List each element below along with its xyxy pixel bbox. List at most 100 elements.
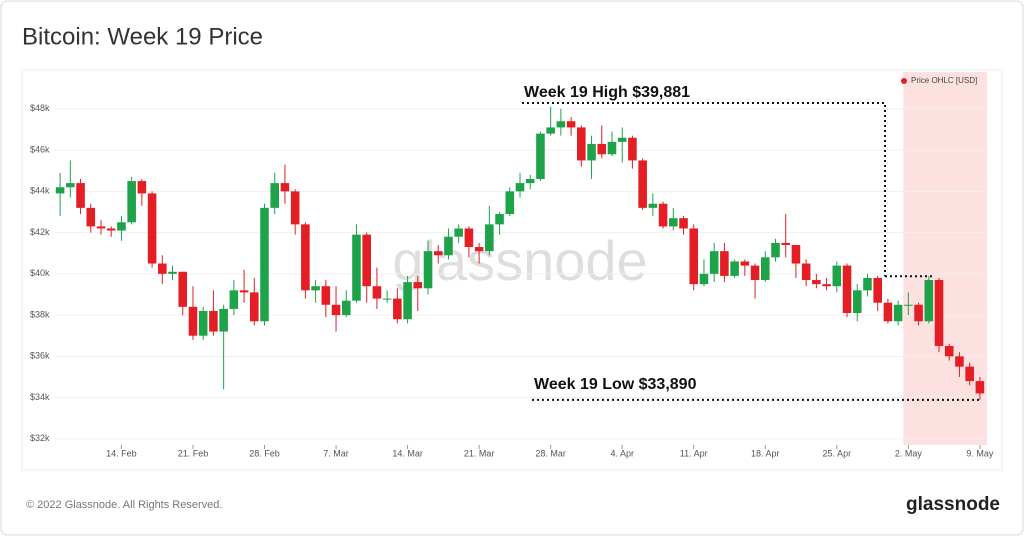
legend-label: Price OHLC [USD] (911, 76, 977, 85)
candle-body (158, 263, 167, 274)
candle-body (638, 160, 647, 208)
candle-body (106, 228, 116, 231)
candle-body (464, 228, 474, 248)
candle-body (587, 143, 596, 161)
candle-body (239, 290, 249, 293)
candle-body (249, 292, 259, 322)
candle-body (689, 228, 699, 285)
candle-body (352, 234, 361, 301)
candle-body (96, 226, 106, 229)
candle-body (403, 282, 412, 320)
x-tick-label: 28. Mar (535, 448, 566, 458)
candle-body (301, 224, 310, 291)
candle-body (965, 366, 974, 382)
candle-body (485, 224, 494, 252)
y-tick-label: $34k (30, 392, 50, 402)
candle-body (914, 304, 923, 322)
highlight-band (903, 72, 987, 445)
candle-body (66, 183, 75, 188)
candle-body (260, 207, 269, 322)
candle-body (617, 137, 627, 142)
candle-body (423, 251, 433, 289)
brand-logo: glassnode (906, 494, 1000, 515)
candle-body (720, 251, 729, 276)
legend-swatch (901, 78, 907, 84)
candle-body (76, 183, 85, 208)
candle-body (219, 308, 228, 332)
annotation-label: Week 19 Low $33,890 (534, 376, 697, 393)
candle-body (628, 137, 637, 161)
x-tick-label: 28. Feb (249, 448, 280, 458)
annotation-leader (522, 102, 886, 277)
candle-body (812, 280, 821, 285)
candle-body (904, 304, 913, 306)
candle-body (178, 271, 188, 307)
candle-body (444, 236, 453, 256)
candle-body (188, 306, 198, 336)
x-tick-label: 25. Apr (823, 448, 852, 458)
candle-body (290, 191, 300, 225)
candle-body (699, 273, 709, 285)
candle-body (454, 228, 463, 237)
candle-body (147, 193, 157, 264)
x-tick-label: 21. Mar (464, 448, 495, 458)
watermark: glassnode (392, 229, 647, 292)
candle-body (760, 257, 770, 281)
candle-body (873, 277, 882, 303)
y-tick-label: $44k (30, 186, 50, 196)
candle-body (771, 242, 780, 258)
candle-body (127, 181, 136, 223)
x-tick-label: 14. Mar (392, 448, 423, 458)
candle-body (955, 356, 964, 367)
x-tick-label: 14. Feb (106, 448, 137, 458)
candle-body (566, 121, 576, 128)
candle-body (577, 127, 586, 161)
candle-body (505, 191, 515, 215)
candle-body (750, 265, 760, 281)
candle-body (86, 207, 96, 227)
candle-body (117, 222, 126, 231)
x-tick-label: 21. Feb (178, 448, 209, 458)
candle-body (393, 298, 402, 320)
plot: glassnode $32k $34k $36k $38k $40k $42k $44k $46… (30, 72, 994, 458)
candle-body (679, 218, 688, 229)
candle-body (709, 251, 719, 274)
candle-body (832, 265, 842, 287)
candle-body (863, 277, 872, 291)
x-tick-label: 9. May (966, 448, 994, 458)
candle-body (546, 127, 555, 134)
candle-body (597, 143, 607, 155)
candle-body (944, 346, 954, 357)
candle-body (474, 247, 484, 252)
candle-body (842, 265, 852, 314)
candle-body (525, 178, 535, 184)
candle-body (515, 183, 525, 192)
candle-body (270, 183, 280, 208)
y-tick-label: $36k (30, 351, 50, 361)
candle-body (362, 234, 371, 287)
candle-body (607, 141, 617, 155)
candle-body (331, 304, 341, 316)
x-tick-label: 18. Apr (751, 448, 780, 458)
x-tick-label: 11. Apr (680, 448, 708, 458)
candle-body (209, 310, 218, 332)
chart-title: Bitcoin: Week 19 Price (22, 23, 263, 50)
candle-body (341, 300, 351, 316)
candle-body (556, 121, 566, 128)
candle-body (791, 244, 801, 264)
candle-body (975, 381, 985, 394)
footer: © 2022 Glassnode. All Rights Reserved. (26, 499, 222, 511)
candle-body (495, 214, 504, 225)
y-tick-label: $40k (30, 268, 50, 278)
candle-body (168, 271, 177, 274)
candle-body (893, 304, 903, 322)
candle-body (669, 218, 678, 227)
candle-body (658, 203, 668, 227)
candle-body (801, 263, 811, 281)
candle-body (822, 284, 831, 287)
candle-body (55, 187, 65, 194)
candle-body (433, 251, 443, 256)
candle-body (229, 290, 239, 309)
y-tick-label: $38k (30, 309, 50, 319)
